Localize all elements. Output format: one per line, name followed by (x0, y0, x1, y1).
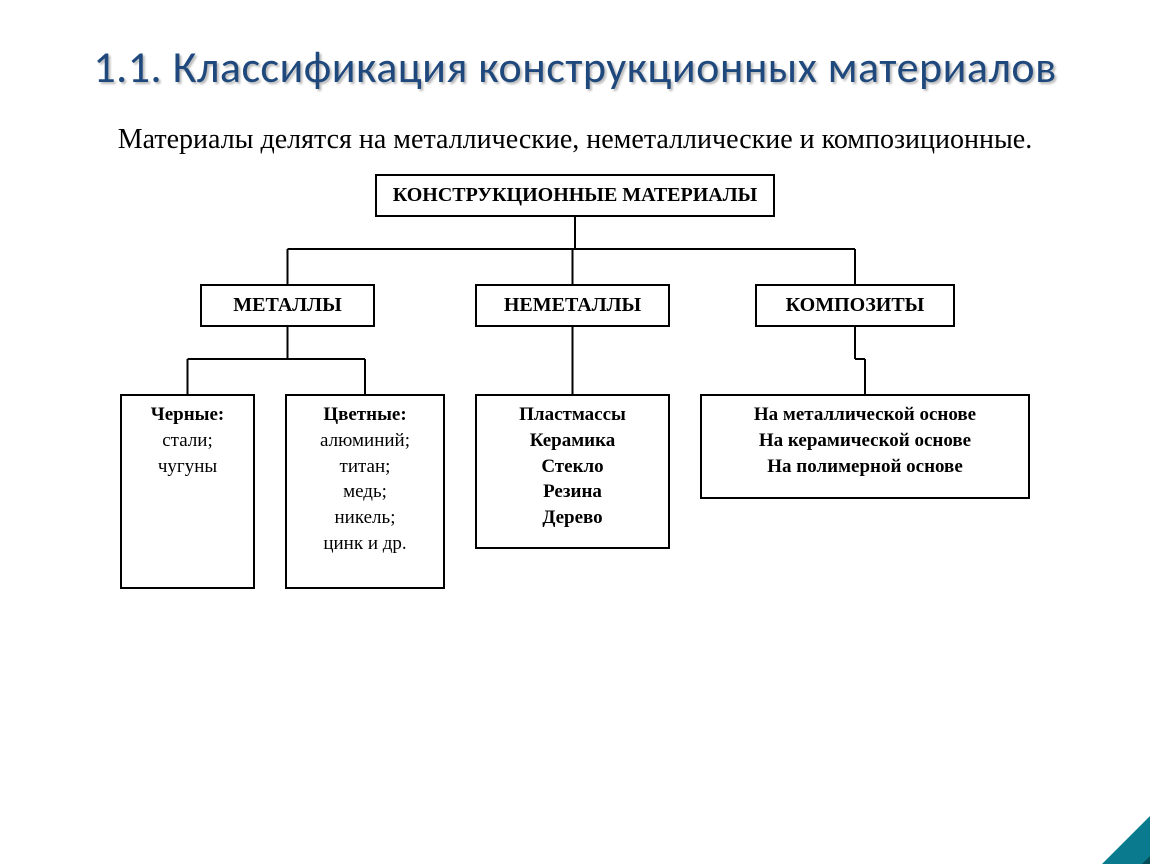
slide-title: 1.1. Классификация конструкционных матер… (0, 42, 1150, 93)
node-line: На керамической основе (710, 428, 1020, 454)
node-metals: МЕТАЛЛЫ (200, 284, 375, 327)
corner-accent-inner-icon (1100, 856, 1150, 864)
node-line: КОНСТРУКЦИОННЫЕ МАТЕРИАЛЫ (393, 182, 758, 209)
node-line: Керамика (485, 428, 660, 454)
slide-subtitle: Материалы делятся на металлические, неме… (0, 121, 1150, 159)
node-line: Цветные: (295, 402, 435, 428)
node-black: Черные:стали;чугуны (120, 394, 255, 589)
node-line: титан; (295, 454, 435, 480)
node-line: Резина (485, 479, 660, 505)
node-line: На полимерной основе (710, 454, 1020, 480)
node-line: НЕМЕТАЛЛЫ (504, 292, 641, 319)
node-color: Цветные:алюминий;титан;медь;никель;цинк … (285, 394, 445, 589)
node-line: Пластмассы (485, 402, 660, 428)
node-line: Стекло (485, 454, 660, 480)
node-nonmet_leaf: ПластмассыКерамикаСтеклоРезинаДерево (475, 394, 670, 549)
node-line: стали; (130, 428, 245, 454)
node-line: КОМПОЗИТЫ (786, 292, 925, 319)
node-root: КОНСТРУКЦИОННЫЕ МАТЕРИАЛЫ (375, 174, 775, 217)
slide-title-text: 1.1. Классификация конструкционных матер… (93, 40, 1056, 94)
node-line: медь; (295, 479, 435, 505)
node-line: алюминий; (295, 428, 435, 454)
node-line: цинк и др. (295, 531, 435, 557)
node-compos_leaf: На металлической основеНа керамической о… (700, 394, 1030, 499)
node-line: никель; (295, 505, 435, 531)
node-line: Черные: (130, 402, 245, 428)
node-nonmet: НЕМЕТАЛЛЫ (475, 284, 670, 327)
node-line: МЕТАЛЛЫ (233, 292, 341, 319)
node-line: Дерево (485, 505, 660, 531)
node-line: чугуны (130, 454, 245, 480)
hierarchy-diagram: КОНСТРУКЦИОННЫЕ МАТЕРИАЛЫ МЕТАЛЛЫ НЕМЕТАЛЛ… (95, 174, 1055, 634)
slide-subtitle-text: Материалы делятся на металлические, неме… (118, 124, 1032, 155)
node-line: На металлической основе (710, 402, 1020, 428)
node-compos: КОМПОЗИТЫ (755, 284, 955, 327)
